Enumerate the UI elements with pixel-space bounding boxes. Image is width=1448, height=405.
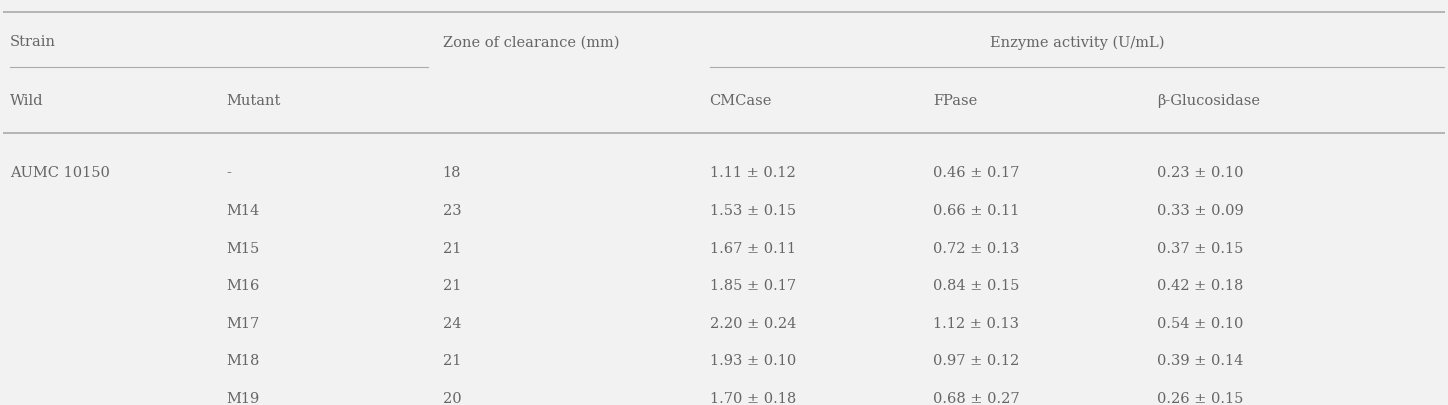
Text: 20: 20 xyxy=(443,391,462,405)
Text: CMCase: CMCase xyxy=(710,94,772,108)
Text: 1.85 ± 0.17: 1.85 ± 0.17 xyxy=(710,279,796,292)
Text: M14: M14 xyxy=(226,203,259,217)
Text: 23: 23 xyxy=(443,203,462,217)
Text: 0.84 ± 0.15: 0.84 ± 0.15 xyxy=(933,279,1019,292)
Text: FPase: FPase xyxy=(933,94,977,108)
Text: -: - xyxy=(226,166,232,180)
Text: M18: M18 xyxy=(226,354,259,367)
Text: 1.53 ± 0.15: 1.53 ± 0.15 xyxy=(710,203,796,217)
Text: 0.37 ± 0.15: 0.37 ± 0.15 xyxy=(1157,241,1244,255)
Text: 1.67 ± 0.11: 1.67 ± 0.11 xyxy=(710,241,795,255)
Text: 21: 21 xyxy=(443,279,460,292)
Text: 1.70 ± 0.18: 1.70 ± 0.18 xyxy=(710,391,796,405)
Text: M19: M19 xyxy=(226,391,259,405)
Text: 1.12 ± 0.13: 1.12 ± 0.13 xyxy=(933,316,1019,330)
Text: Wild: Wild xyxy=(10,94,43,108)
Text: 0.23 ± 0.10: 0.23 ± 0.10 xyxy=(1157,166,1244,180)
Text: Mutant: Mutant xyxy=(226,94,281,108)
Text: 21: 21 xyxy=(443,354,460,367)
Text: β-Glucosidase: β-Glucosidase xyxy=(1157,94,1260,108)
Text: AUMC 10150: AUMC 10150 xyxy=(10,166,110,180)
Text: 0.68 ± 0.27: 0.68 ± 0.27 xyxy=(933,391,1019,405)
Text: 21: 21 xyxy=(443,241,460,255)
Text: 24: 24 xyxy=(443,316,462,330)
Text: 1.11 ± 0.12: 1.11 ± 0.12 xyxy=(710,166,795,180)
Text: M17: M17 xyxy=(226,316,259,330)
Text: 0.26 ± 0.15: 0.26 ± 0.15 xyxy=(1157,391,1244,405)
Text: 18: 18 xyxy=(443,166,462,180)
Text: 0.42 ± 0.18: 0.42 ± 0.18 xyxy=(1157,279,1244,292)
Text: 0.72 ± 0.13: 0.72 ± 0.13 xyxy=(933,241,1019,255)
Text: 0.97 ± 0.12: 0.97 ± 0.12 xyxy=(933,354,1019,367)
Text: 0.39 ± 0.14: 0.39 ± 0.14 xyxy=(1157,354,1244,367)
Text: 1.93 ± 0.10: 1.93 ± 0.10 xyxy=(710,354,796,367)
Text: Zone of clearance (mm): Zone of clearance (mm) xyxy=(443,35,620,49)
Text: Strain: Strain xyxy=(10,35,56,49)
Text: 0.54 ± 0.10: 0.54 ± 0.10 xyxy=(1157,316,1244,330)
Text: Enzyme activity (U/mL): Enzyme activity (U/mL) xyxy=(990,35,1164,50)
Text: 0.33 ± 0.09: 0.33 ± 0.09 xyxy=(1157,203,1244,217)
Text: M15: M15 xyxy=(226,241,259,255)
Text: 2.20 ± 0.24: 2.20 ± 0.24 xyxy=(710,316,796,330)
Text: 0.66 ± 0.11: 0.66 ± 0.11 xyxy=(933,203,1019,217)
Text: 0.46 ± 0.17: 0.46 ± 0.17 xyxy=(933,166,1019,180)
Text: M16: M16 xyxy=(226,279,259,292)
